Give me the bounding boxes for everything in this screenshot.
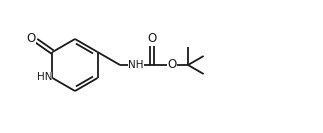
Text: NH: NH <box>128 60 144 70</box>
Text: O: O <box>167 59 177 72</box>
Text: HN: HN <box>37 72 52 82</box>
Text: O: O <box>147 32 157 45</box>
Text: O: O <box>26 32 36 45</box>
